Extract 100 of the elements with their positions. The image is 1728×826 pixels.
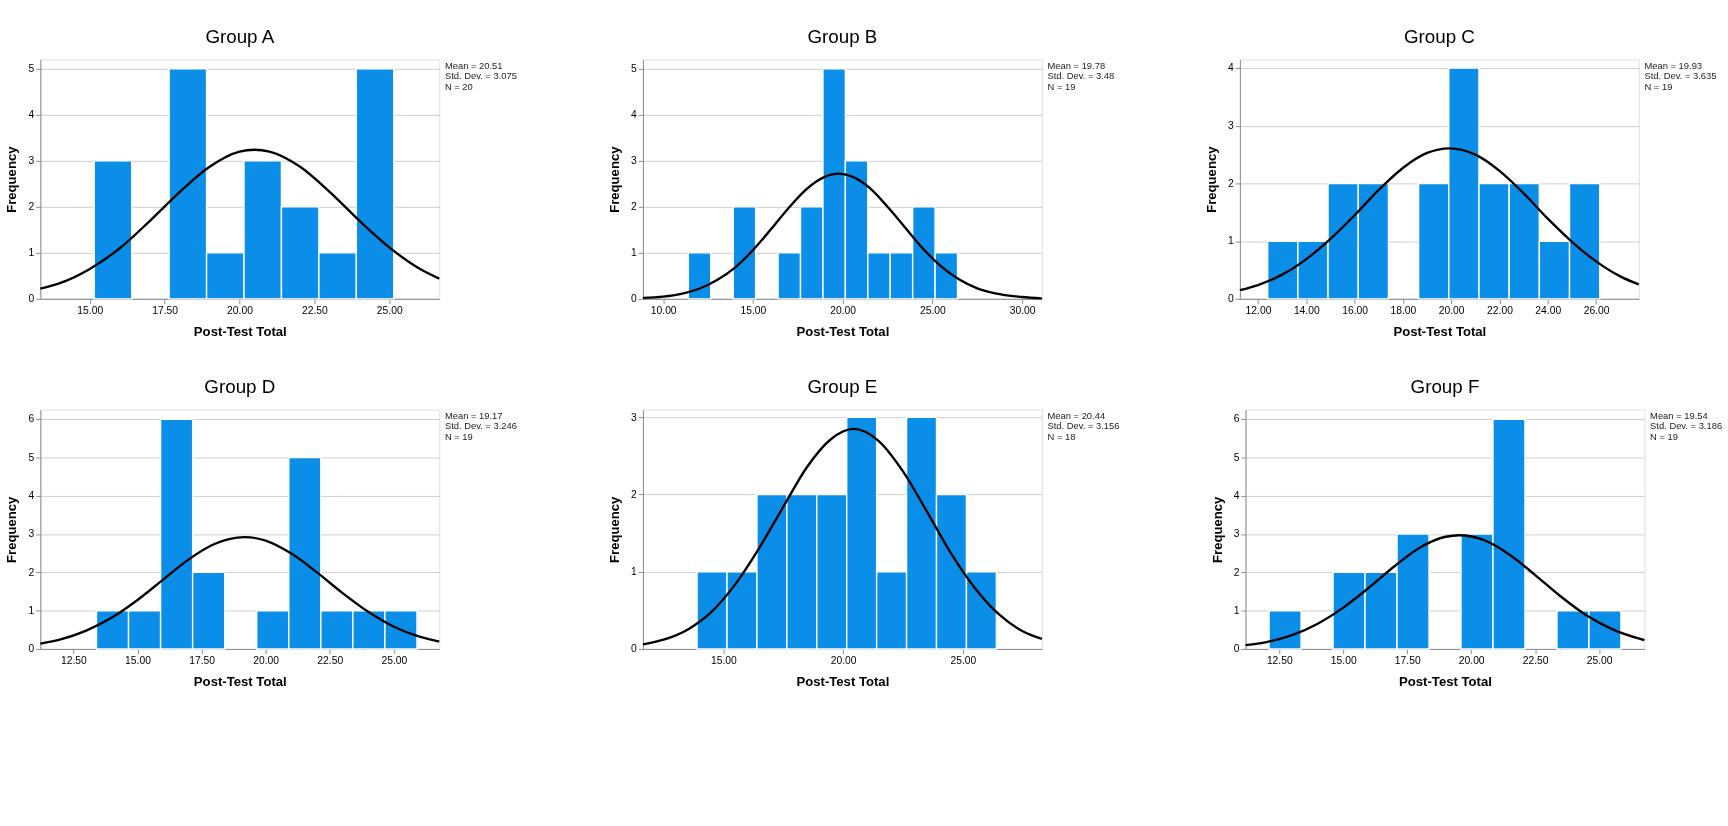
y-tick-label: 5	[28, 63, 35, 75]
x-tick-label: 20.00	[227, 305, 254, 317]
x-tick-label: 12.00	[1245, 305, 1272, 317]
y-tick-label: 4	[28, 109, 35, 121]
y-tick-label: 3	[1228, 120, 1235, 132]
x-tick-label: 20.00	[830, 655, 857, 667]
x-tick-label: 12.50	[61, 655, 88, 667]
text: Std. Dev. = 3.156	[1047, 421, 1120, 432]
x-tick-label: 25.00	[381, 655, 408, 667]
text: N = 19	[1644, 81, 1673, 92]
y-axis-title: Frequency	[4, 145, 20, 213]
x-tick-label: 10.00	[650, 305, 677, 317]
line-series	[1238, 147, 1641, 292]
y-tick-label: 1	[631, 247, 638, 259]
text: Std. Dev. = 3.48	[1047, 71, 1115, 82]
text: Mean = 19.17	[444, 411, 503, 422]
text: Mean = 20.44	[1047, 411, 1106, 422]
y-tick-label: 2	[28, 566, 35, 578]
x-tick-label: 15.00	[125, 655, 152, 667]
x-tick-label: 15.00	[740, 305, 767, 317]
y-tick-label: 0	[631, 643, 638, 655]
chart-title: Group B	[807, 25, 878, 47]
x-tick-label: 17.50	[189, 655, 216, 667]
y-axis-title: Frequency	[606, 495, 622, 563]
text: Std. Dev. = 3.635	[1644, 71, 1717, 82]
y-axis-title: Frequency	[4, 495, 20, 563]
x-tick-label: 17.50	[152, 305, 179, 317]
x-tick-label: 22.50	[1522, 655, 1549, 667]
y-tick-label: 0	[28, 293, 35, 305]
y-axis-title: Frequency	[1203, 145, 1219, 213]
x-tick-label: 15.00	[77, 305, 104, 317]
text: Mean = 19.54	[1650, 411, 1708, 422]
y-axis-title: Frequency	[1209, 495, 1225, 563]
y-tick-label: 5	[631, 63, 638, 75]
y-tick-label: 5	[28, 451, 35, 463]
y-tick-label: 2	[631, 488, 638, 500]
text: N = 19	[1650, 431, 1678, 442]
y-tick-label: 6	[28, 413, 35, 425]
y-tick-label: 1	[1228, 235, 1235, 247]
x-axis-title: Post-Test Total	[1393, 323, 1487, 339]
y-tick-label: 3	[28, 528, 35, 540]
chart-title: Group F	[1410, 375, 1480, 397]
x-tick-label: 20.00	[830, 305, 857, 317]
y-tick-label: 2	[631, 201, 638, 213]
y-tick-label: 3	[28, 155, 35, 167]
y-tick-label: 2	[1233, 566, 1240, 578]
x-tick-label: 22.50	[317, 655, 344, 667]
y-tick-label: 4	[28, 490, 35, 502]
x-axis-title: Post-Test Total	[796, 323, 890, 339]
text: Std. Dev. = 3.246	[444, 421, 517, 432]
x-tick-label: 17.50	[1394, 655, 1421, 667]
x-axis-title: Post-Test Total	[1399, 674, 1492, 690]
text: N = 20	[444, 81, 473, 92]
x-tick-label: 18.00	[1390, 305, 1417, 317]
x-tick-label: 22.00	[1487, 305, 1514, 317]
text: N = 18	[1047, 431, 1076, 442]
x-tick-label: 15.00	[1330, 655, 1357, 667]
y-tick-label: 4	[1233, 490, 1240, 502]
x-tick-label: 25.00	[376, 305, 403, 317]
x-tick-label: 25.00	[950, 655, 977, 667]
y-tick-label: 4	[1228, 62, 1235, 74]
y-tick-label: 5	[1233, 451, 1240, 463]
x-axis-title: Post-Test Total	[796, 674, 890, 690]
x-tick-label: 25.00	[1586, 655, 1613, 667]
text: Std. Dev. = 3.075	[444, 71, 517, 82]
y-axis-title: Frequency	[606, 145, 622, 213]
chart-title: Group E	[807, 375, 878, 397]
x-tick-label: 20.00	[253, 655, 280, 667]
x-tick-label: 25.00	[919, 305, 947, 317]
y-tick-label: 0	[1228, 293, 1235, 305]
y-tick-label: 3	[631, 411, 638, 423]
text: Std. Dev. = 3.186	[1650, 421, 1723, 432]
chart-title: Group A	[205, 25, 275, 47]
y-tick-label: 4	[631, 109, 638, 121]
x-tick-label: 30.00	[1009, 305, 1036, 317]
y-tick-label: 6	[1233, 413, 1240, 425]
text: N = 19	[444, 431, 473, 442]
x-tick-label: 14.00	[1293, 305, 1320, 317]
text: Mean = 19.78	[1047, 60, 1106, 71]
x-tick-label: 12.50	[1266, 655, 1293, 667]
line-series	[39, 148, 441, 290]
y-tick-label: 0	[631, 293, 638, 305]
y-tick-label: 1	[28, 604, 35, 616]
x-tick-label: 26.00	[1583, 305, 1610, 317]
line-series	[641, 427, 1044, 646]
text: Mean = 19.93	[1644, 60, 1703, 71]
y-tick-label: 1	[1233, 604, 1240, 616]
y-tick-label: 3	[631, 155, 638, 167]
x-tick-label: 24.00	[1535, 305, 1562, 317]
y-tick-label: 2	[28, 201, 35, 213]
x-axis-title: Post-Test Total	[193, 674, 287, 690]
text: Mean = 20.51	[444, 60, 503, 71]
chart-title: Group D	[204, 375, 276, 397]
x-tick-label: 16.00	[1342, 305, 1369, 317]
x-tick-label: 20.00	[1458, 655, 1485, 667]
y-tick-label: 3	[1233, 528, 1240, 540]
x-tick-label: 22.50	[301, 305, 329, 317]
chart-title: Group C	[1403, 25, 1475, 47]
x-axis-title: Post-Test Total	[193, 323, 287, 339]
text: N = 19	[1047, 81, 1076, 92]
